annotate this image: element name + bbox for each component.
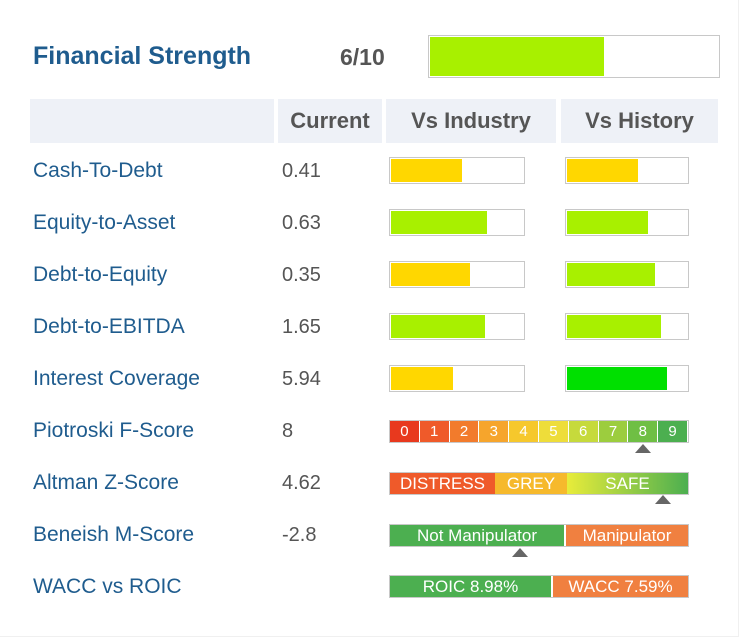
wacc-roic-bar: ROIC 8.98% WACC 7.59% <box>389 575 689 598</box>
vs-history-bar <box>565 261 689 288</box>
metric-value-altman: 4.62 <box>282 472 321 494</box>
vs-history-bar <box>565 365 689 392</box>
altman-marker <box>655 495 672 504</box>
vs-industry-bar <box>389 313 525 340</box>
piotroski-cell: 5 <box>539 421 568 442</box>
metric-label-wacc[interactable]: WACC vs ROIC <box>33 575 182 598</box>
vs-history-bar <box>565 313 689 340</box>
metric-label-piotroski[interactable]: Piotroski F-Score <box>33 419 195 442</box>
piotroski-cell: 8 <box>628 421 658 442</box>
metric-label[interactable]: Equity-to-Asset <box>33 211 176 234</box>
overall-score: 6/10 <box>340 44 385 70</box>
vs-history-fill <box>567 315 661 338</box>
metric-value: 0.63 <box>282 212 321 234</box>
vs-history-fill <box>567 263 655 286</box>
metric-value: 0.35 <box>282 264 321 286</box>
metric-value: 0.41 <box>282 160 321 182</box>
beneish-zone-not-manipulator: Not Manipulator <box>390 525 564 546</box>
piotroski-cell: 1 <box>419 421 449 442</box>
piotroski-cell: 2 <box>449 421 479 442</box>
wacc-segment: WACC 7.59% <box>553 576 688 597</box>
header-blank <box>30 99 274 143</box>
vs-industry-fill <box>391 263 470 286</box>
vs-industry-bar <box>389 209 525 236</box>
column-header-vs-history: Vs History <box>561 99 718 143</box>
overall-score-fill <box>430 37 604 76</box>
piotroski-cell: 9 <box>658 421 687 442</box>
piotroski-marker <box>635 444 652 453</box>
vs-history-fill <box>567 159 638 182</box>
metric-label[interactable]: Debt-to-Equity <box>33 263 168 286</box>
metric-value: 1.65 <box>282 316 321 338</box>
metric-value-piotroski: 8 <box>282 420 294 442</box>
metric-value-beneish: -2.8 <box>282 524 317 546</box>
vs-industry-fill <box>391 211 487 234</box>
column-header-current: Current <box>278 99 382 143</box>
beneish-marker <box>512 548 529 557</box>
altman-zone-safe: SAFE <box>567 473 688 494</box>
beneish-zone-manipulator: Manipulator <box>566 525 688 546</box>
roic-segment: ROIC 8.98% <box>390 576 551 597</box>
vs-history-bar <box>565 209 689 236</box>
vs-industry-fill <box>391 315 485 338</box>
piotroski-cell: 6 <box>568 421 598 442</box>
piotroski-cell: 3 <box>479 421 509 442</box>
overall-score-bar <box>428 35 720 78</box>
altman-zone-distress: DISTRESS <box>390 473 495 494</box>
vs-industry-bar <box>389 365 525 392</box>
piotroski-cell: 0 <box>390 421 419 442</box>
vs-history-fill <box>567 367 667 390</box>
vs-industry-fill <box>391 367 453 390</box>
vs-history-fill <box>567 211 648 234</box>
metric-value: 5.94 <box>282 368 321 390</box>
altman-zone-grey: GREY <box>495 473 567 494</box>
vs-history-bar <box>565 157 689 184</box>
vs-industry-fill <box>391 159 462 182</box>
metric-label-beneish[interactable]: Beneish M-Score <box>33 523 195 546</box>
financial-strength-panel <box>0 0 739 637</box>
metric-label[interactable]: Cash-To-Debt <box>33 159 163 182</box>
vs-industry-bar <box>389 157 525 184</box>
piotroski-cell: 4 <box>509 421 538 442</box>
beneish-scale: Not Manipulator Manipulator <box>389 524 689 547</box>
metric-label-altman[interactable]: Altman Z-Score <box>33 471 179 494</box>
altman-scale: DISTRESS GREY SAFE <box>389 472 689 495</box>
panel-title: Financial Strength <box>33 42 252 70</box>
metric-label[interactable]: Debt-to-EBITDA <box>33 315 185 338</box>
column-header-vs-industry: Vs Industry <box>386 99 556 143</box>
piotroski-cell: 7 <box>598 421 628 442</box>
metric-label[interactable]: Interest Coverage <box>33 367 200 390</box>
vs-industry-bar <box>389 261 525 288</box>
